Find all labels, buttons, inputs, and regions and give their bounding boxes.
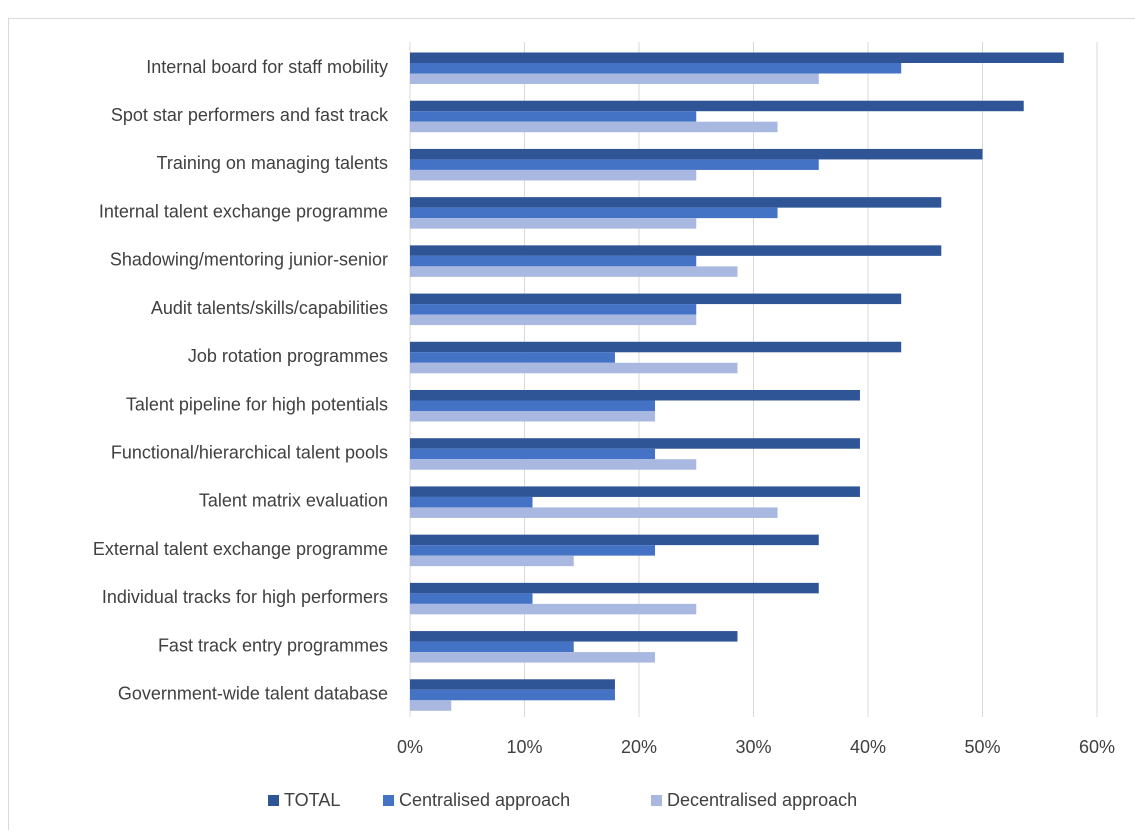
- bar: [410, 545, 655, 556]
- y-tick-label: Fast track entry programmes: [158, 635, 388, 655]
- y-tick-label: Individual tracks for high performers: [102, 587, 388, 607]
- bar: [410, 401, 655, 412]
- bar: [410, 507, 778, 518]
- legend-swatch: [268, 795, 279, 806]
- bar: [410, 642, 574, 653]
- x-tick-label: 60%: [1079, 737, 1115, 757]
- x-tick-label: 40%: [850, 737, 886, 757]
- bar: [410, 352, 615, 363]
- bar: [410, 486, 860, 497]
- y-tick-label: Spot star performers and fast track: [111, 105, 389, 125]
- bar: [410, 170, 696, 181]
- bar: [410, 159, 819, 170]
- bar: [410, 363, 737, 374]
- bar: [410, 604, 696, 615]
- bar: [410, 245, 941, 256]
- bar: [410, 700, 451, 711]
- bar: [410, 535, 819, 546]
- y-tick-label: Talent matrix evaluation: [199, 491, 388, 511]
- bar: [410, 74, 819, 85]
- bar: [410, 149, 983, 160]
- y-tick-label: Government-wide talent database: [118, 684, 388, 704]
- y-tick-label: External talent exchange programme: [93, 539, 388, 559]
- bar: [410, 111, 696, 122]
- bar: [410, 438, 860, 449]
- legend-swatch: [383, 795, 394, 806]
- y-tick-label: Talent pipeline for high potentials: [126, 394, 388, 414]
- x-tick-label: 0%: [397, 737, 423, 757]
- bar: [410, 304, 696, 315]
- bar: [410, 53, 1064, 64]
- legend-swatch: [651, 795, 662, 806]
- x-tick-label: 30%: [735, 737, 771, 757]
- bar: [410, 411, 655, 422]
- x-tick-label: 50%: [964, 737, 1000, 757]
- y-tick-label: Training on managing talents: [157, 153, 388, 173]
- bar: [410, 256, 696, 267]
- bar: [410, 390, 860, 401]
- bar: [410, 342, 901, 353]
- bar: [410, 63, 901, 74]
- legend-label: TOTAL: [284, 790, 340, 810]
- chart-border: [9, 19, 1135, 831]
- bar: [410, 218, 696, 229]
- y-tick-label: Internal board for staff mobility: [146, 57, 388, 77]
- bar: [410, 208, 778, 219]
- bar: [410, 197, 941, 208]
- bar: [410, 294, 901, 305]
- bar: [410, 266, 737, 277]
- bar: [410, 631, 737, 642]
- bar: [410, 652, 655, 663]
- y-tick-label: Functional/hierarchical talent pools: [111, 442, 388, 462]
- bar: [410, 556, 574, 567]
- bar: [410, 101, 1024, 112]
- y-tick-label: Job rotation programmes: [188, 346, 388, 366]
- bar: [410, 679, 615, 690]
- x-tick-label: 10%: [506, 737, 542, 757]
- bar: [410, 593, 533, 604]
- bar: [410, 449, 655, 460]
- y-tick-label: Shadowing/mentoring junior-senior: [110, 250, 388, 270]
- bar: [410, 497, 533, 508]
- bar: [410, 583, 819, 594]
- legend-label: Decentralised approach: [667, 790, 857, 810]
- bar: [410, 690, 615, 701]
- bar: [410, 122, 778, 133]
- x-tick-label: 20%: [621, 737, 657, 757]
- y-tick-label: Audit talents/skills/capabilities: [151, 298, 388, 318]
- bar: [410, 459, 696, 470]
- y-tick-label: Internal talent exchange programme: [99, 201, 388, 221]
- legend-label: Centralised approach: [399, 790, 570, 810]
- bar: [410, 315, 696, 326]
